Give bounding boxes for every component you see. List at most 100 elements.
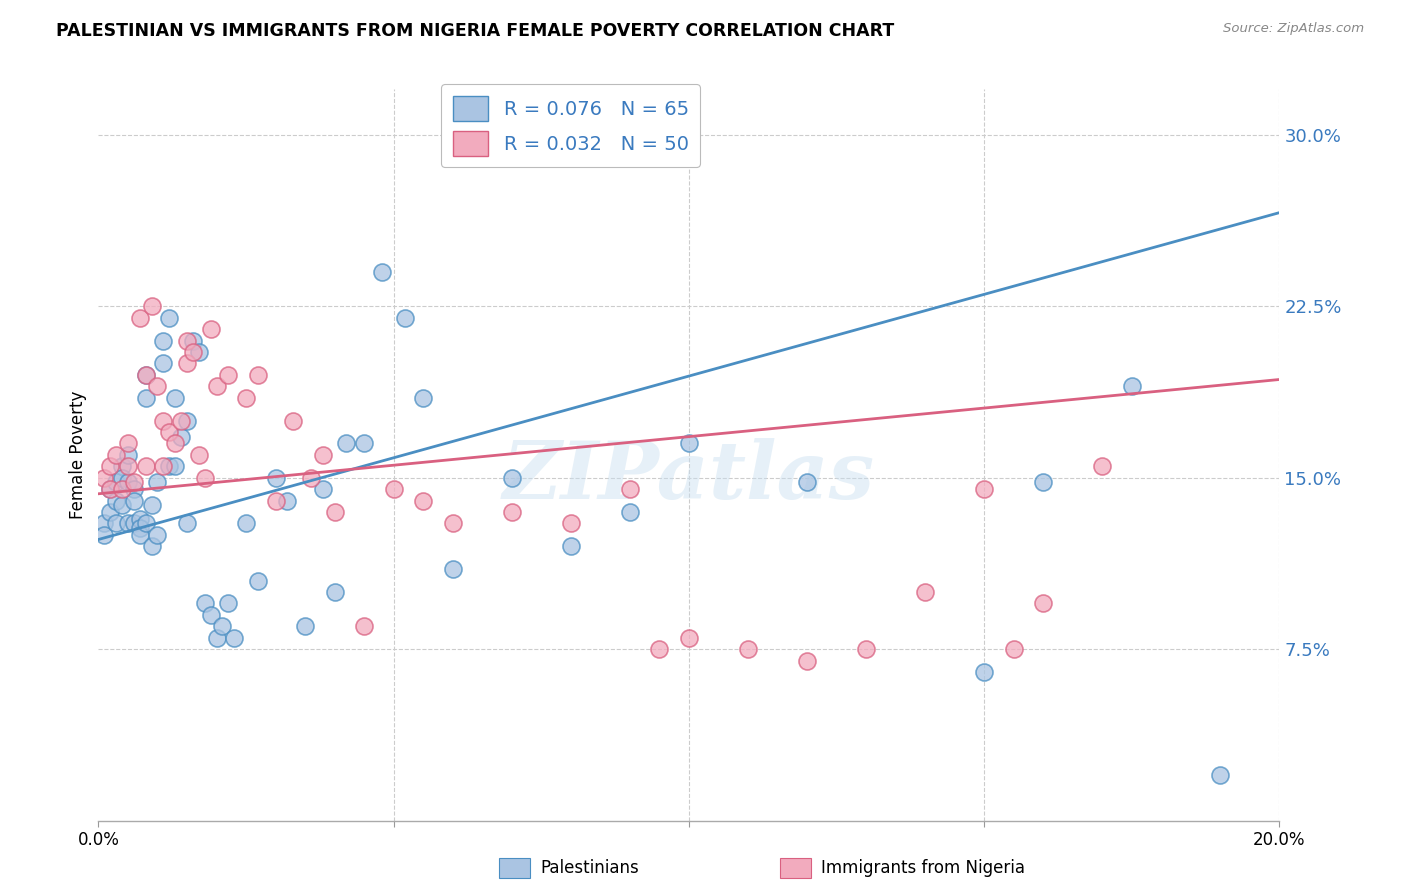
Point: [176, 516, 198, 531]
Point: [146, 475, 169, 490]
Point: [246, 368, 269, 382]
Point: [973, 665, 995, 679]
Point: [1209, 768, 1232, 782]
Point: [412, 391, 434, 405]
Point: [146, 528, 169, 542]
Point: [1121, 379, 1143, 393]
Point: [152, 356, 174, 371]
Point: [152, 334, 174, 348]
Point: [973, 482, 995, 496]
Point: [678, 631, 700, 645]
Point: [165, 436, 187, 450]
Point: [122, 475, 145, 490]
Point: [312, 482, 335, 496]
Point: [135, 459, 157, 474]
Point: [441, 516, 464, 531]
Point: [146, 379, 169, 393]
Point: [157, 459, 180, 474]
Point: [170, 414, 193, 428]
Point: [98, 505, 121, 519]
Point: [194, 597, 217, 611]
Text: PALESTINIAN VS IMMIGRANTS FROM NIGERIA FEMALE POVERTY CORRELATION CHART: PALESTINIAN VS IMMIGRANTS FROM NIGERIA F…: [56, 22, 894, 40]
Point: [205, 631, 228, 645]
Point: [855, 642, 877, 657]
Point: [157, 310, 180, 325]
Y-axis label: Female Poverty: Female Poverty: [69, 391, 87, 519]
Point: [335, 436, 357, 450]
Point: [217, 597, 239, 611]
Point: [122, 493, 145, 508]
Point: [412, 493, 434, 508]
Point: [111, 498, 134, 512]
Point: [323, 585, 346, 599]
Point: [93, 516, 115, 531]
Point: [217, 368, 239, 382]
Point: [111, 471, 134, 485]
Legend: R = 0.076   N = 65, R = 0.032   N = 50: R = 0.076 N = 65, R = 0.032 N = 50: [441, 84, 700, 168]
Point: [194, 471, 217, 485]
Point: [560, 539, 582, 553]
Point: [170, 430, 193, 444]
Point: [176, 356, 198, 371]
Point: [235, 391, 257, 405]
Text: Palestinians: Palestinians: [540, 859, 638, 877]
Point: [294, 619, 316, 633]
Point: [98, 482, 121, 496]
Point: [105, 475, 128, 490]
Point: [128, 521, 150, 535]
Point: [796, 475, 818, 490]
Point: [353, 619, 375, 633]
Point: [382, 482, 405, 496]
Point: [152, 459, 174, 474]
Point: [93, 528, 115, 542]
Point: [246, 574, 269, 588]
Point: [157, 425, 180, 439]
Point: [323, 505, 346, 519]
Point: [128, 512, 150, 526]
Point: [165, 459, 187, 474]
Point: [619, 505, 641, 519]
Point: [737, 642, 759, 657]
Text: Immigrants from Nigeria: Immigrants from Nigeria: [821, 859, 1025, 877]
Point: [560, 516, 582, 531]
Point: [135, 368, 157, 382]
Point: [98, 459, 121, 474]
Point: [224, 631, 246, 645]
Point: [117, 448, 139, 462]
Point: [135, 516, 157, 531]
Point: [181, 345, 204, 359]
Point: [1002, 642, 1025, 657]
Point: [353, 436, 375, 450]
Point: [200, 607, 222, 622]
Point: [678, 436, 700, 450]
Point: [141, 498, 163, 512]
Point: [141, 539, 163, 553]
Point: [371, 265, 394, 279]
Point: [176, 414, 198, 428]
Point: [205, 379, 228, 393]
Point: [105, 516, 128, 531]
Point: [1032, 475, 1054, 490]
Point: [135, 368, 157, 382]
Point: [187, 345, 209, 359]
Point: [276, 493, 298, 508]
Point: [111, 459, 134, 474]
Point: [105, 493, 128, 508]
Point: [135, 391, 157, 405]
Point: [141, 299, 163, 313]
Point: [165, 391, 187, 405]
Point: [93, 471, 115, 485]
Point: [117, 516, 139, 531]
Point: [796, 654, 818, 668]
Text: ZIPatlas: ZIPatlas: [503, 438, 875, 516]
Point: [264, 493, 287, 508]
Point: [619, 482, 641, 496]
Point: [441, 562, 464, 576]
Point: [1091, 459, 1114, 474]
Point: [152, 414, 174, 428]
Point: [200, 322, 222, 336]
Point: [299, 471, 322, 485]
Point: [211, 619, 233, 633]
Point: [117, 475, 139, 490]
Point: [98, 482, 121, 496]
